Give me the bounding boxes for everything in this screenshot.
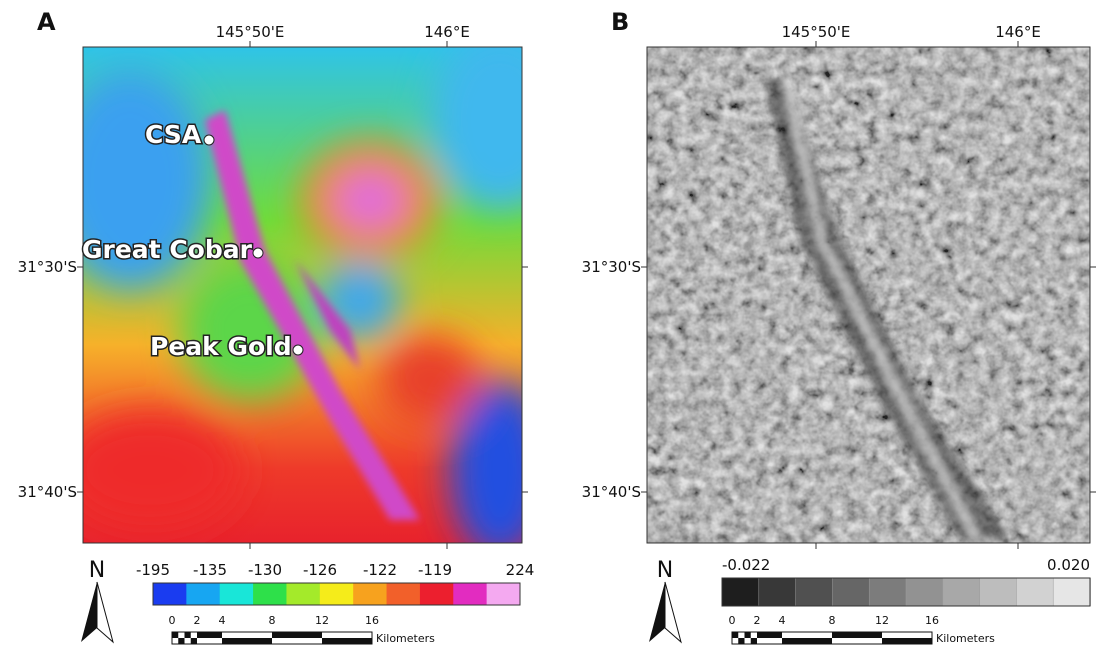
colorbar-swatch [796,578,833,606]
north-arrow [81,582,97,642]
scale-bar [272,632,322,638]
colorbar-swatch [286,583,320,605]
scale-bar [222,638,272,644]
colorbar-swatch [722,578,759,606]
colorbar-swatch [759,578,796,606]
scale-bar [197,632,222,638]
colorbar-swatch [980,578,1017,606]
figure: A B 145°50'E 146°E 31°30'S 31°40'S -195 -135 -… [0,0,1113,646]
panel-label: A [37,8,56,36]
colorbar-swatch [153,583,187,605]
colorbar-label: -119 [418,561,452,579]
colorbar-swatch [387,583,421,605]
colorbar-swatch [1053,578,1090,606]
scale-unit: Kilometers [376,632,435,645]
colorbar-label: 0.020 [1047,556,1090,574]
lon-label: 145°50'E [782,23,851,41]
scale-label: 2 [194,614,201,627]
scale-label: 2 [754,614,761,627]
colorbar-swatch [253,583,287,605]
colorbar-label: -0.022 [722,556,770,574]
scale-label: 16 [925,614,939,627]
place-label: CSA [145,120,202,149]
scale-label: 4 [779,614,786,627]
colorbar-label: -122 [363,561,397,579]
scale-bar [832,632,882,638]
north-label: N [89,558,105,583]
place-label: Great Cobar [82,235,253,264]
lat-label: 31°40'S [18,483,77,501]
scale-label: 12 [315,614,329,627]
north-arrow [97,582,113,642]
colorbar-swatch [186,583,220,605]
colorbar-swatch [420,583,454,605]
scale-bar [191,638,197,644]
place-marker [293,345,303,355]
lat-label: 31°30'S [582,258,641,276]
colorbar-label: 224 [506,561,535,579]
scale-bar [882,638,932,644]
colorbar-label: -130 [248,561,282,579]
scale-bar [751,638,757,644]
place-label: Peak Gold [150,332,292,361]
scale-label: 8 [269,614,276,627]
scale-label: 0 [729,614,736,627]
colorbar-swatch [353,583,387,605]
colorbar-label: -195 [136,561,170,579]
scale-bar [738,638,744,644]
colorbar-swatch [1016,578,1053,606]
scale-bar [782,638,832,644]
colorbar-swatch [220,583,254,605]
scale-unit: Kilometers [936,632,995,645]
north-arrow [649,582,665,642]
colorbar-label: -126 [303,561,337,579]
place-marker [253,248,263,258]
lon-label: 145°50'E [216,23,285,41]
place-marker [204,135,214,145]
map-a [50,30,570,560]
colorbar-swatch [832,578,869,606]
lat-label: 31°40'S [582,483,641,501]
scale-bar [185,632,191,638]
north-arrow [665,582,681,642]
lat-label: 31°30'S [18,258,77,276]
map-b [647,47,1090,543]
colorbar-swatch [487,583,521,605]
scale-bar [732,632,738,638]
colorbar-swatch [320,583,354,605]
lon-label: 146°E [424,23,470,41]
scale-label: 0 [169,614,176,627]
scale-bar [757,632,782,638]
scale-label: 8 [829,614,836,627]
colorbar-swatch [943,578,980,606]
scale-label: 12 [875,614,889,627]
colorbar-swatch [869,578,906,606]
north-label: N [657,558,673,583]
panel-label: B [611,8,629,36]
colorbar-swatch [906,578,943,606]
colorbar-label: -135 [193,561,227,579]
lon-label: 146°E [995,23,1041,41]
colorbar-swatch [453,583,487,605]
scale-bar [745,632,751,638]
scale-label: 16 [365,614,379,627]
scale-bar [322,638,372,644]
scale-bar [178,638,184,644]
scale-bar [172,632,178,638]
scale-label: 4 [219,614,226,627]
